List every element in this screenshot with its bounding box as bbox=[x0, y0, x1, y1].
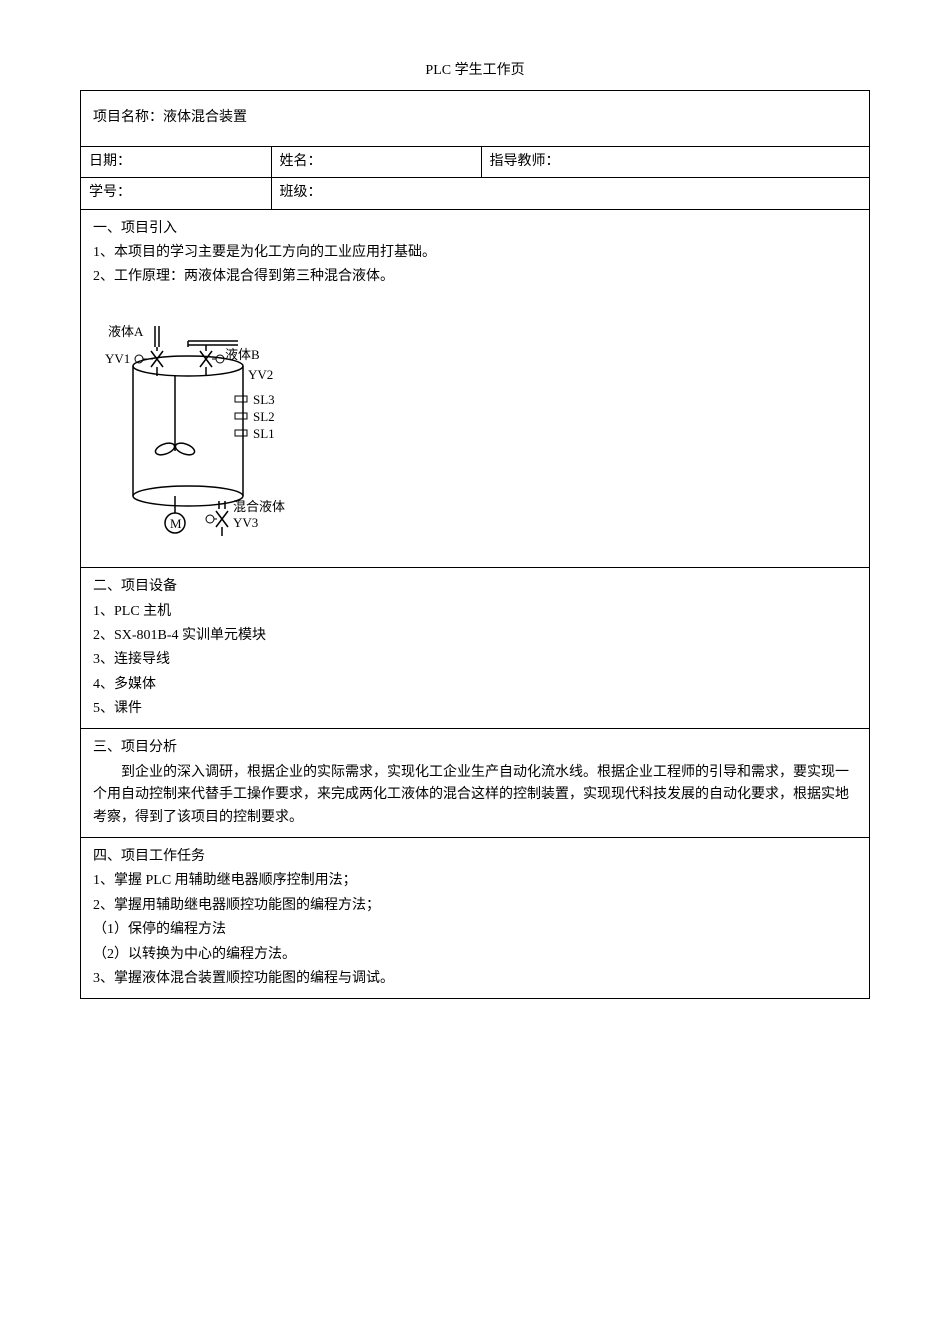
section2-item-0: 1、PLC 主机 bbox=[93, 601, 857, 623]
section-equipment: 二、项目设备 1、PLC 主机 2、SX-801B-4 实训单元模块 3、连接导… bbox=[81, 568, 869, 729]
section4-item-2: （1）保停的编程方法 bbox=[93, 919, 857, 941]
name-value bbox=[331, 147, 481, 178]
mixing-diagram: 液体A YV1 液体B Y bbox=[93, 291, 857, 559]
teacher-value bbox=[571, 147, 869, 178]
project-name-row: 项目名称：液体混合装置 bbox=[81, 91, 869, 146]
section2-item-4: 5、课件 bbox=[93, 698, 857, 720]
diagram-label-motor: M bbox=[170, 516, 182, 531]
section2-title: 二、项目设备 bbox=[93, 576, 857, 598]
section2-item-2: 3、连接导线 bbox=[93, 649, 857, 671]
diagram-label-yv1: YV1 bbox=[105, 351, 130, 366]
date-label: 日期： bbox=[81, 147, 141, 178]
diagram-label-sl3: SL3 bbox=[253, 392, 275, 407]
name-label: 姓名： bbox=[271, 147, 331, 178]
teacher-label: 指导教师： bbox=[481, 147, 571, 178]
class-value bbox=[331, 178, 869, 209]
diagram-label-sl1: SL1 bbox=[253, 426, 275, 441]
diagram-label-liquidA: 液体A bbox=[108, 324, 144, 339]
section4-title: 四、项目工作任务 bbox=[93, 846, 857, 868]
section-tasks: 四、项目工作任务 1、掌握 PLC 用辅助继电器顺序控制用法； 2、掌握用辅助继… bbox=[81, 838, 869, 998]
class-label: 班级： bbox=[271, 178, 331, 209]
id-label: 学号： bbox=[81, 178, 141, 209]
diagram-label-yv3: YV3 bbox=[233, 515, 258, 530]
section1-line1: 1、本项目的学习主要是为化工方向的工业应用打基础。 bbox=[93, 242, 857, 264]
section1-title: 一、项目引入 bbox=[93, 218, 857, 240]
section3-body: 到企业的深入调研，根据企业的实际需求，实现化工企业生产自动化流水线。根据企业工程… bbox=[93, 762, 857, 829]
section-analysis: 三、项目分析 到企业的深入调研，根据企业的实际需求，实现化工企业生产自动化流水线… bbox=[81, 729, 869, 838]
section-intro: 一、项目引入 1、本项目的学习主要是为化工方向的工业应用打基础。 2、工作原理：… bbox=[81, 210, 869, 569]
project-name-label: 项目名称： bbox=[93, 110, 163, 125]
mixing-diagram-svg: 液体A YV1 液体B Y bbox=[93, 291, 373, 551]
main-container: 项目名称：液体混合装置 日期： 姓名： 指导教师： 学号： 班级： 一、项目引入… bbox=[80, 90, 870, 999]
section4-item-3: （2）以转换为中心的编程方法。 bbox=[93, 944, 857, 966]
page-title: PLC 学生工作页 bbox=[80, 60, 870, 82]
date-value bbox=[141, 147, 271, 178]
section3-title: 三、项目分析 bbox=[93, 737, 857, 759]
section4-item-4: 3、掌握液体混合装置顺控功能图的编程与调试。 bbox=[93, 968, 857, 990]
diagram-label-sl2: SL2 bbox=[253, 409, 275, 424]
section2-item-1: 2、SX-801B-4 实训单元模块 bbox=[93, 625, 857, 647]
diagram-label-yv2: YV2 bbox=[248, 367, 273, 382]
id-value bbox=[141, 178, 271, 209]
diagram-label-mixture: 混合液体 bbox=[233, 499, 285, 514]
info-row-1: 日期： 姓名： 指导教师： bbox=[81, 147, 869, 178]
section4-item-0: 1、掌握 PLC 用辅助继电器顺序控制用法； bbox=[93, 870, 857, 892]
project-name-value: 液体混合装置 bbox=[163, 110, 247, 125]
section4-item-1: 2、掌握用辅助继电器顺控功能图的编程方法； bbox=[93, 895, 857, 917]
section1-line2: 2、工作原理：两液体混合得到第三种混合液体。 bbox=[93, 266, 857, 288]
diagram-label-liquidB: 液体B bbox=[225, 347, 260, 362]
info-table: 日期： 姓名： 指导教师： 学号： 班级： bbox=[81, 147, 869, 210]
info-row-2: 学号： 班级： bbox=[81, 178, 869, 209]
section2-item-3: 4、多媒体 bbox=[93, 674, 857, 696]
